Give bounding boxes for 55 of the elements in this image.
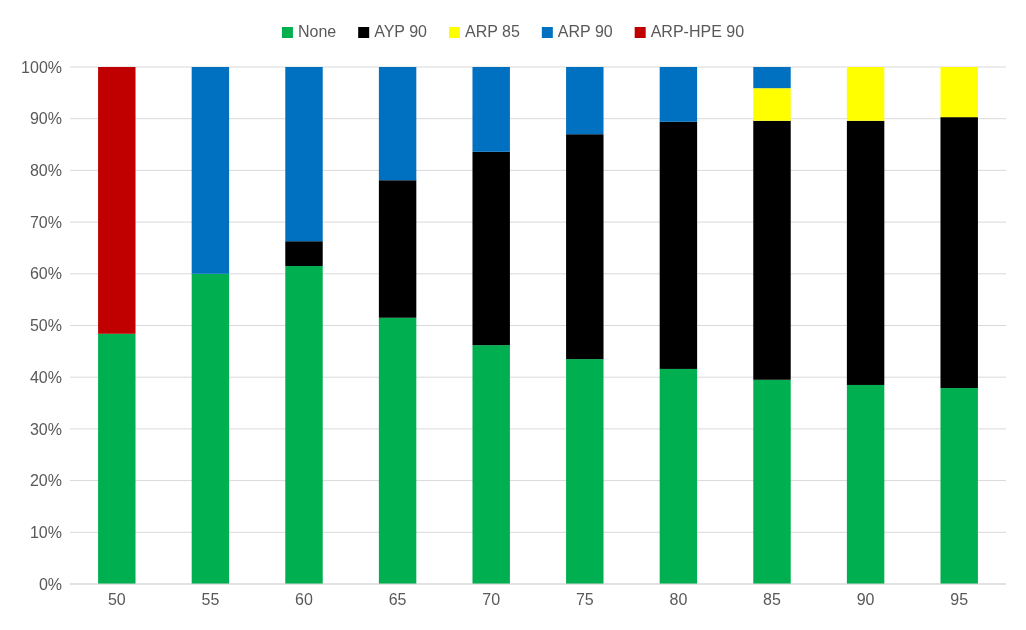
bar [98, 67, 136, 334]
x-tick-label: 80 [669, 591, 688, 609]
y-tick-label: 90% [29, 110, 62, 128]
x-tick-label: 70 [482, 591, 501, 609]
bar [285, 67, 323, 242]
bar [753, 120, 791, 380]
legend-label: None [297, 23, 337, 40]
bar [378, 317, 417, 584]
x-tick-label: 55 [201, 591, 220, 609]
legend-label: ARP 85 [464, 23, 520, 40]
bar [285, 266, 323, 584]
bar [472, 67, 510, 152]
bar [378, 180, 417, 318]
bar [753, 379, 791, 584]
bar [753, 67, 791, 89]
x-tick-label: 85 [763, 591, 781, 609]
y-tick-label: 50% [29, 317, 62, 335]
y-tick-label: 30% [29, 420, 62, 438]
legend-label: ARP 90 [557, 23, 613, 40]
bar [846, 120, 885, 385]
y-tick-label: 70% [29, 213, 62, 231]
bar [659, 67, 698, 122]
legend-label: ARP-HPE 90 [650, 23, 745, 40]
bar [378, 67, 417, 181]
bar [472, 345, 510, 584]
x-tick-label: 75 [575, 591, 594, 609]
x-tick-label: 90 [856, 591, 875, 609]
bar [940, 117, 978, 389]
y-tick-label: 40% [29, 368, 62, 386]
y-tick-label: 80% [29, 162, 62, 180]
legend-label: AYP 90 [374, 23, 428, 40]
bar [566, 134, 604, 360]
y-tick-label: 60% [29, 265, 62, 283]
bar [940, 67, 978, 118]
y-tick-label: 100% [21, 58, 62, 76]
bar [191, 273, 230, 584]
bar [753, 88, 791, 121]
x-tick-label: 60 [295, 591, 313, 609]
bar [846, 384, 885, 584]
bar [846, 67, 885, 121]
x-tick-label: 65 [388, 591, 407, 609]
y-tick-label: 10% [29, 523, 62, 541]
bar [472, 151, 510, 346]
bar [659, 121, 698, 369]
y-tick-label: 20% [29, 472, 62, 490]
bar [566, 67, 604, 135]
bar [659, 368, 698, 584]
bar [566, 359, 604, 584]
bar [191, 67, 230, 274]
y-tick-label: 0% [38, 575, 62, 593]
x-tick-label: 95 [950, 591, 969, 609]
x-tick-label: 50 [107, 591, 126, 609]
bar [940, 388, 978, 584]
bar [98, 333, 136, 584]
bar [285, 241, 323, 267]
